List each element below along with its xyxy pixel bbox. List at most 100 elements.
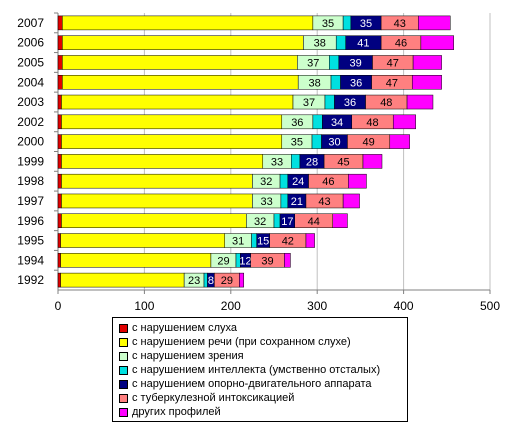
bar-segment xyxy=(312,114,323,130)
bar-segment xyxy=(406,94,434,110)
legend-swatch xyxy=(119,351,128,361)
data-label: 30 xyxy=(328,137,340,149)
bar-segment xyxy=(60,233,226,248)
legend-label: с нарушением опорно-двигательного аппара… xyxy=(132,378,372,390)
bar-segment xyxy=(57,114,62,130)
data-label: 35 xyxy=(360,18,372,30)
data-label: 24 xyxy=(292,176,304,188)
bar-segment xyxy=(57,213,62,228)
data-label: 23 xyxy=(188,275,200,287)
category-label: 1997 xyxy=(17,194,44,208)
bar-segment xyxy=(57,94,62,110)
data-label: 43 xyxy=(318,196,330,208)
data-label: 32 xyxy=(260,176,272,188)
category-label: 1995 xyxy=(17,234,44,248)
data-label: 32 xyxy=(254,216,266,228)
category-label: 1999 xyxy=(17,154,44,168)
bar-segment xyxy=(348,173,367,189)
legend-label: с нарушением речи (при сохранном слухе) xyxy=(132,336,351,348)
bar-segment xyxy=(330,75,341,90)
bar-segment xyxy=(392,114,416,130)
data-label: 37 xyxy=(303,97,315,109)
legend-item: с нарушением опорно-двигательного аппара… xyxy=(119,377,372,391)
data-label: 38 xyxy=(314,38,326,50)
data-label: 43 xyxy=(394,18,406,30)
category-label: 1998 xyxy=(17,174,44,188)
bar-segment xyxy=(57,193,62,209)
bar-segment xyxy=(324,94,335,110)
data-label: 37 xyxy=(307,57,319,69)
bar-segment xyxy=(62,15,314,31)
data-label: 39 xyxy=(350,57,362,69)
data-label: 41 xyxy=(357,38,369,50)
bar-segment xyxy=(335,35,346,50)
data-label: 29 xyxy=(217,255,229,267)
bar-segment xyxy=(61,154,264,169)
data-label: 47 xyxy=(387,57,399,69)
bar-segment xyxy=(57,154,62,169)
legend-swatch xyxy=(119,365,128,375)
bar-segment xyxy=(57,55,63,70)
bar-segment xyxy=(362,154,383,169)
bar-segment xyxy=(61,173,253,189)
bar-segment xyxy=(60,272,185,288)
x-tick-label: 500 xyxy=(480,299,500,313)
bar-segment xyxy=(57,134,62,149)
bar-segment xyxy=(57,75,63,90)
category-label: 2003 xyxy=(17,95,44,109)
legend-swatch xyxy=(119,379,128,389)
category-label: 2004 xyxy=(17,75,44,89)
bar-segment xyxy=(251,233,257,248)
data-label: 48 xyxy=(380,97,392,109)
bar-segment xyxy=(389,134,410,149)
bar-segment xyxy=(411,75,442,90)
legend-swatch xyxy=(119,337,128,347)
bar-segment xyxy=(329,55,340,70)
category-label: 1996 xyxy=(17,214,44,228)
data-label: 36 xyxy=(291,117,303,129)
data-label: 31 xyxy=(232,236,244,248)
data-label: 44 xyxy=(308,216,320,228)
bar-segment xyxy=(61,213,247,228)
bar-segment xyxy=(61,114,283,130)
legend-swatch xyxy=(119,393,128,403)
legend-label: с туберкулезной интоксикацией xyxy=(132,392,295,404)
data-label: 38 xyxy=(308,77,320,89)
data-label: 46 xyxy=(395,38,407,50)
bar-segment xyxy=(62,55,298,70)
bar-segment xyxy=(239,272,245,288)
legend-label: с нарушением слуха xyxy=(132,322,238,334)
legend-item: других профилей xyxy=(119,405,221,419)
data-label: 42 xyxy=(282,236,294,248)
data-label: 48 xyxy=(366,117,378,129)
x-tick-label: 400 xyxy=(394,299,414,313)
bar-segment xyxy=(342,15,352,31)
bar-segment xyxy=(62,35,304,50)
data-label: 46 xyxy=(322,176,334,188)
data-label: 45 xyxy=(337,156,349,168)
bar-segment xyxy=(412,55,442,70)
plot-area xyxy=(58,13,490,290)
data-label: 39 xyxy=(261,255,273,267)
bar-segment xyxy=(57,173,62,189)
data-label: 21 xyxy=(291,196,303,208)
legend: с нарушением слуха с нарушением речи (при… xyxy=(112,317,408,422)
data-label: 47 xyxy=(386,77,398,89)
data-label: 36 xyxy=(344,97,356,109)
bar-segment xyxy=(280,193,289,209)
bar-segment xyxy=(61,193,253,209)
legend-item: с нарушением слуха xyxy=(119,321,237,335)
bar-segment xyxy=(61,134,283,149)
bar-segment xyxy=(418,15,451,31)
category-label: 2007 xyxy=(17,16,44,30)
legend-swatch xyxy=(119,323,128,333)
category-label: 2002 xyxy=(17,115,44,129)
data-label: 12 xyxy=(239,255,251,267)
category-label: 1992 xyxy=(17,273,44,287)
legend-label: других профилей xyxy=(132,406,221,418)
data-label: 8 xyxy=(208,275,214,287)
data-label: 34 xyxy=(331,117,343,129)
bar-segment xyxy=(342,193,360,209)
legend-label: с нарушением интеллекта (умственно отста… xyxy=(132,364,381,376)
